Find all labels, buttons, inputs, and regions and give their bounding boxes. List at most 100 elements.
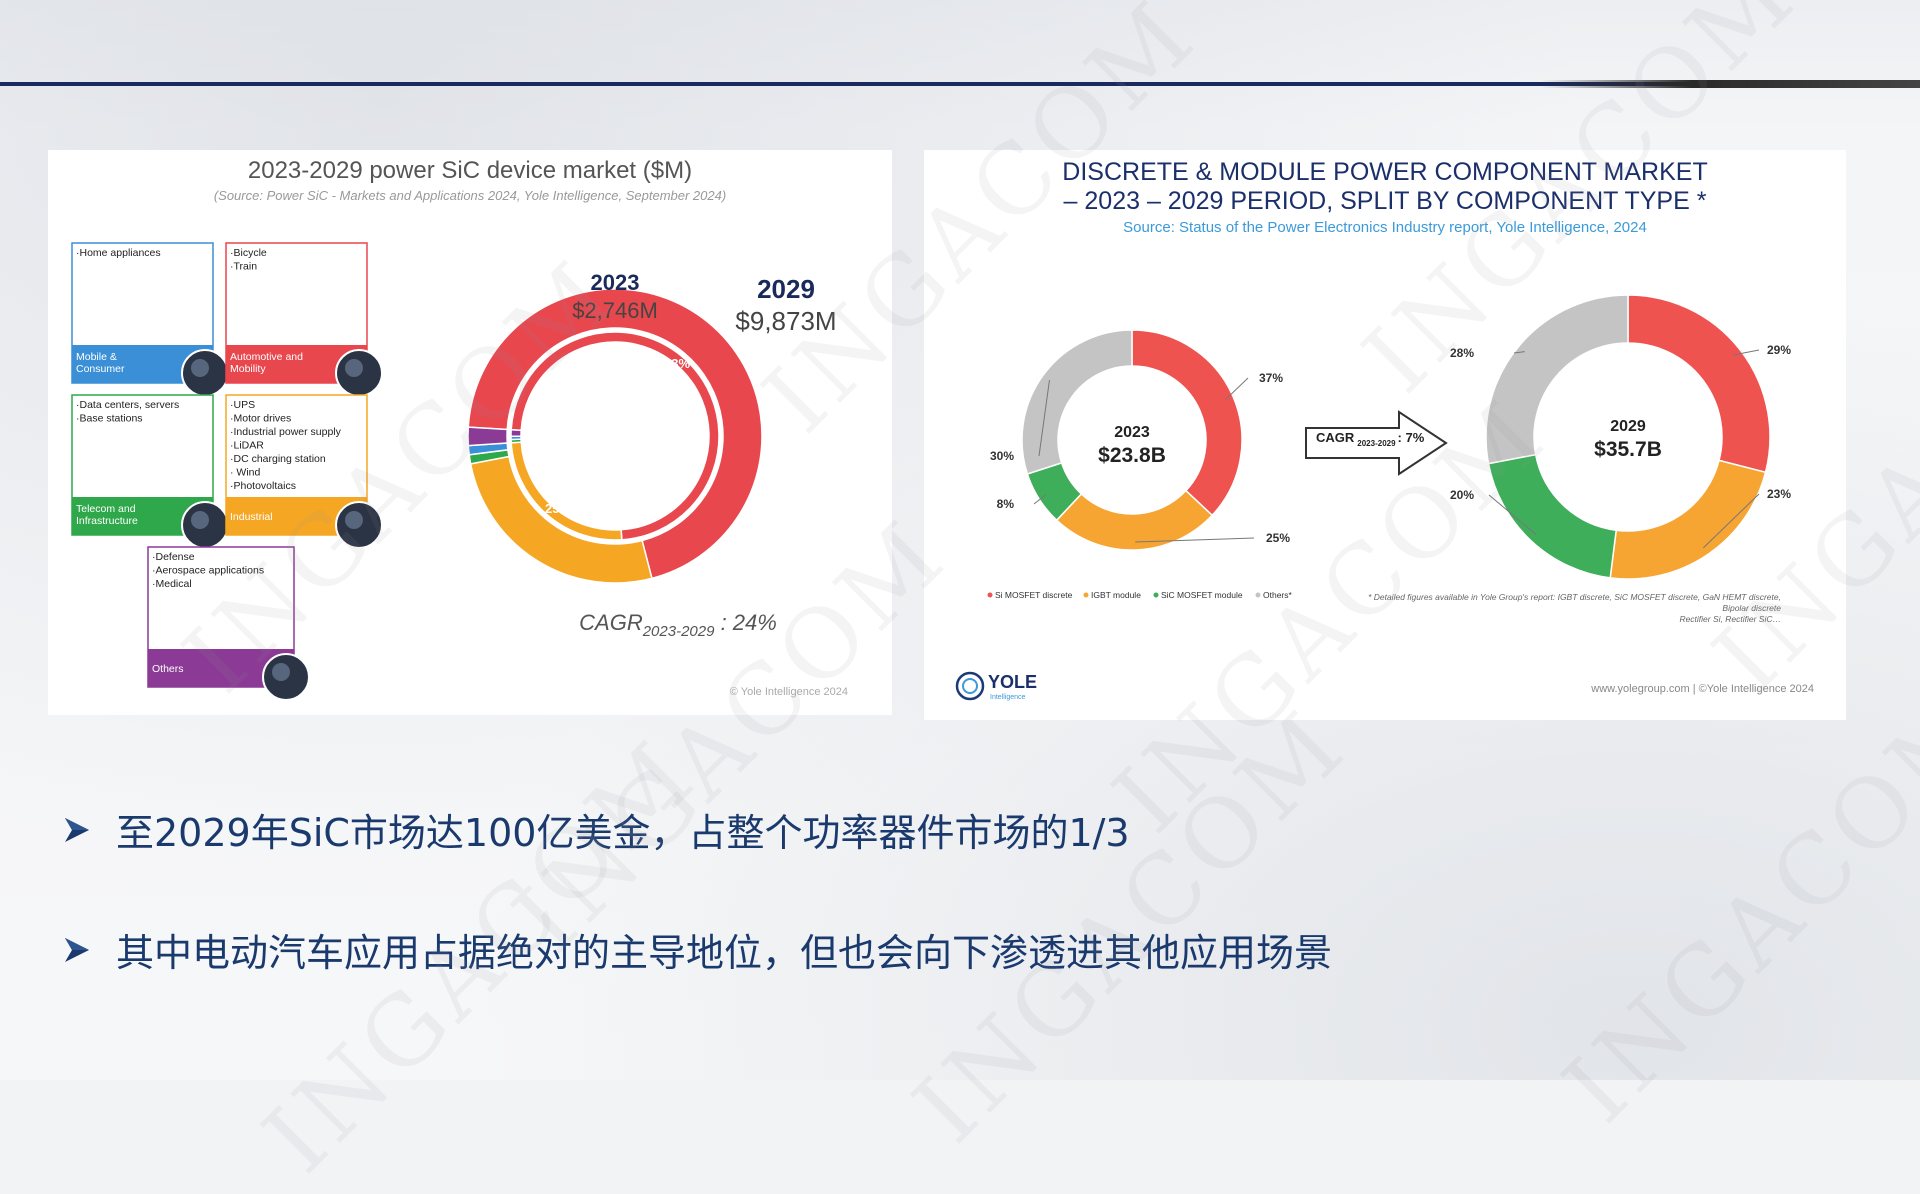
svg-text:IGBT module: IGBT module [1091,590,1141,600]
outer-2029-slice-others [467,426,509,447]
inner-2023-slice-others [510,428,522,438]
segment-bullet: ·Photovoltaics [230,480,296,492]
segment-bullet: ·Data centers, servers [76,399,179,411]
footnote-line1: * Detailed figures available in Yole Gro… [1368,592,1781,602]
segment-bullet: ·Medical [152,578,192,590]
donut-2023-percent-label: 37% [1259,371,1283,385]
bullet-arrow-icon [65,937,89,962]
segment-bullet: ·LiDAR [230,440,264,452]
svg-text:Si MOSFET discrete: Si MOSFET discrete [995,590,1073,600]
segment-footer-label: Telecom and [76,503,136,515]
segment-bullet: ·UPS [230,399,255,411]
donut-2029-percent-label: 28% [1450,346,1474,360]
inner-value-label: $2,746M [572,298,658,323]
sic-market-chart: 2023-2029 power SiC device market ($M) (… [71,157,848,701]
slice-label-automotive: 73% [664,356,690,371]
segment-card-mobile-consumer: ·Home appliances Mobile &Consumer [71,242,229,397]
segment-bullet: · Wind [230,467,260,479]
header-rule [0,82,1920,86]
bullet-text-2: 其中电动汽车应用占据绝对的主导地位，但也会向下渗透进其他应用场景 [116,931,1333,975]
segment-card-industrial: ·UPS ·Motor drives·Industrial power suppl… [225,394,383,549]
donut-2023-percent-label: 8% [997,497,1015,511]
segment-footer-label: Others [152,663,184,675]
left-copyright: © Yole Intelligence 2024 [730,686,848,698]
outer-year-label: 2029 [757,274,815,304]
inner-year-label: 2023 [591,270,640,295]
segment-bullet: ·Base stations [76,413,143,425]
right-title-line1: DISCRETE & MODULE POWER COMPONENT MARKET [1062,158,1707,186]
legend-item-others: Others* [1255,590,1293,600]
donut-2029-slice-sic-mosfet-module [1487,453,1618,579]
yole-logo-text: YOLE [988,672,1037,692]
donut-2029: 29% 23% 20% 28% [1450,294,1791,580]
donut-2023-slice-others [1021,329,1133,475]
component-market-panel: DISCRETE & MODULE POWER COMPONENT MARKET… [924,150,1846,720]
footnote-line2: Bipolar discrete [1722,603,1781,613]
bullet-item-1: 至2029年SiC市场达100亿美金，占整个功率器件市场的1/3 [62,802,1130,857]
donut-2023-slice-si-mosfet-discrete [1131,329,1243,517]
donut-2023-percent-label: 30% [990,449,1014,463]
wind-turbine-icon [335,501,383,549]
segment-footer-label: Mobile & [76,351,117,363]
yole-logo-sub: Intelligence [990,694,1026,701]
legend-item-igbt-module: IGBT module [1083,590,1141,600]
airplane-icon [262,653,310,701]
segment-bullet: ·Aerospace applications [152,565,264,577]
component-market-chart: DISCRETE & MODULE POWER COMPONENT MARKET… [955,158,1814,701]
donut-2023: 37% 25% 8% 30% [990,329,1290,551]
segment-footer-label: Consumer [76,363,125,375]
sic-market-panel: 2023-2029 power SiC device market ($M) (… [48,150,892,715]
segment-bullet: ·Home appliances [76,247,161,259]
segment-card-others: ·Defense ·Aerospace applications·Medical O… [147,546,310,701]
car-icon [335,349,383,397]
segment-bullet: ·Bicycle [230,247,267,259]
bullet-text-1: 至2029年SiC市场达100亿美金，占整个功率器件市场的1/3 [116,811,1130,855]
outer-value-label: $9,873M [735,306,836,336]
yole-logo: YOLE Intelligence [955,671,1037,701]
svg-text:Others*: Others* [1263,590,1293,600]
segment-card-telecom-and-infrastructure: ·Data centers, servers ·Base stations Tele… [71,394,229,549]
right-copyright: www.yolegroup.com | ©Yole Intelligence 2… [1590,683,1814,695]
slice-label-industrial: 25% [545,501,571,516]
segment-bullet: ·Motor drives [230,413,291,425]
segment-footer-label: Industrial [230,511,273,523]
segment-cards: ·Home appliances Mobile &Consumer ·Bicycle… [71,242,383,701]
left-chart-source: (Source: Power SiC - Markets and Applica… [214,188,726,203]
segment-bullet: ·Industrial power supply [230,426,342,438]
right-cagr-label: CAGR 2023-2029: 7% [1316,430,1425,448]
segment-bullet: ·Defense [152,551,195,563]
svg-text:SiC MOSFET module: SiC MOSFET module [1161,590,1243,600]
server-icon [181,501,229,549]
segment-footer-label: Mobility [230,363,266,375]
donut-2023-year: 2023 [1114,424,1150,441]
right-legend: Si MOSFET discrete IGBT module SiC MOSFET … [987,590,1293,600]
arrow-right-icon [1305,410,1448,476]
segment-footer-label: Infrastructure [76,515,138,527]
donut-2029-percent-label: 20% [1450,488,1474,502]
sic-donut: 73% 25% [467,288,763,584]
segment-footer-label: Automotive and [230,351,303,363]
segment-bullet: ·Train [230,261,257,273]
footnote-line3: Rectifier Si, Rectifier SiC… [1679,614,1781,624]
left-chart-title: 2023-2029 power SiC device market ($M) [248,157,692,184]
right-title-line2: – 2023 – 2029 PERIOD, SPLIT BY COMPONENT… [1064,187,1707,215]
header-rule-accent [1540,80,1920,88]
donut-2023-total: $23.8B [1098,444,1166,467]
drone-icon [181,349,229,397]
yole-logo-icon [955,671,985,701]
legend-item-sic-mosfet-module: SiC MOSFET module [1153,590,1243,600]
donut-2029-total: $35.7B [1594,438,1662,461]
legend-item-si-mosfet-discrete: Si MOSFET discrete [987,590,1073,600]
donut-2029-slice-igbt-module [1609,459,1767,580]
donut-2029-percent-label: 23% [1767,487,1791,501]
right-source: Source: Status of the Power Electronics … [1123,219,1647,236]
donut-2029-slice-others [1485,294,1629,465]
donut-2029-slice-si-mosfet-discrete [1627,294,1771,474]
donut-2023-percent-label: 25% [1266,531,1290,545]
donut-2023-slice-igbt-module [1055,489,1214,551]
donut-2029-year: 2029 [1610,418,1646,435]
cagr-arrow: CAGR 2023-2029: 7% [1305,410,1448,476]
donut-2029-percent-label: 29% [1767,343,1791,357]
bullet-arrow-icon [65,817,89,842]
